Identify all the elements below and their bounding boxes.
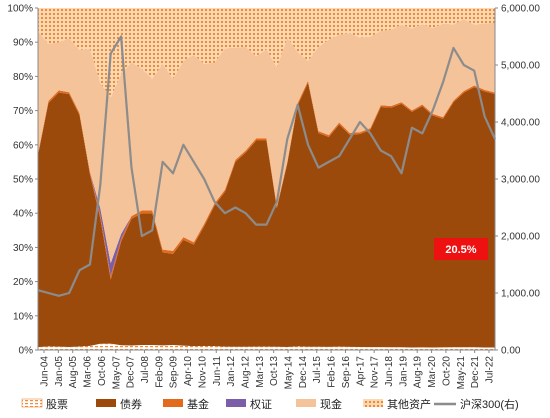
x-tick-label: Apr-17 [355,356,366,386]
x-tick-label: Dec-14 [298,356,309,389]
x-tick-label: Apr-10 [183,356,194,386]
y-left-tick-label: 30% [13,243,33,254]
y-right-tick-label: 2,000.00 [501,232,540,243]
x-tick-label: Dec-21 [470,356,481,389]
area-series-4 [38,19,495,264]
x-tick-label: Sep-09 [169,356,180,389]
y-left-tick-label: 10% [13,311,33,322]
y-right-tick-label: 0.00 [501,346,521,357]
y-right-tick-label: 4,000.00 [501,118,540,129]
x-tick-label: Nov-10 [197,356,208,389]
y-left-tick-label: 20% [13,277,33,288]
x-tick-label: Oct-20 [441,356,452,386]
x-tick-label: Jul-08 [140,356,151,384]
legend-label: 基金 [187,397,209,411]
x-tick-label: May-14 [284,356,295,390]
x-tick-label: Aug-12 [240,356,251,389]
legend-label: 沪深300(右) [460,397,519,411]
legend-label: 其他资产 [387,397,431,411]
x-tick-label: Jan-12 [226,356,237,387]
legend-swatch [226,399,246,407]
legend-swatch [21,398,43,408]
legend-swatch [296,399,316,407]
x-tick-label: Feb-09 [154,356,165,388]
area-series-5 [38,8,495,98]
x-tick-label: Jul-22 [485,356,496,384]
y-left-tick-label: 50% [13,175,33,186]
y-right-tick-label: 5,000.00 [501,61,540,72]
legend-swatch [96,399,116,407]
x-tick-label: Oct-06 [97,356,108,386]
area-series-0 [38,343,495,350]
axes: 0% 10% 20% 30% 40% 50% 60% 70% 80% 90% 100% 0.00 1,0… [7,4,540,390]
x-tick-label: Mar-13 [255,356,266,388]
legend-label: 现金 [320,397,342,411]
x-tick-label: Aug-05 [68,356,79,389]
x-tick-label: Feb-16 [327,356,338,388]
legend: 股票 债券 基金 权证 现金 其他资产 沪深300(右) [21,397,519,411]
x-tick-label: Jul-15 [312,356,323,384]
y-left-tick-label: 40% [13,209,33,220]
legend-label: 权证 [250,398,272,411]
y-right-tick-label: 3,000.00 [501,175,540,186]
y-right-tick-label: 6,000.00 [501,4,540,15]
annotation-layer: 20.5% [434,238,488,260]
x-tick-label: Jan-05 [54,356,65,387]
y-left-tick-label: 90% [13,38,33,49]
legend-label: 股票 [46,398,68,411]
plot-area [37,8,497,350]
y-left-tick-label: 100% [7,4,33,15]
y-left-tick-label: 70% [13,106,33,117]
x-tick-label: Jun-18 [384,356,395,387]
x-tick-label: May-07 [111,356,122,390]
y-left-tick-label: 80% [13,72,33,83]
x-tick-label: Jan-19 [398,356,409,387]
x-tick-label: Jun-04 [40,356,51,387]
x-tick-label: Mar-20 [427,356,438,388]
y-left-tick-label: 0% [19,346,34,357]
x-tick-label: Nov-17 [370,356,381,389]
x-tick-label: May-21 [456,356,467,390]
x-tick-label: Sep-16 [341,356,352,389]
x-tick-label: Oct-13 [269,356,280,386]
y-right-tick-label: 1,000.00 [501,289,540,300]
line-hs300 [37,35,497,297]
legend-label: 债券 [120,397,142,411]
legend-swatch [363,399,383,407]
x-tick-label: Dec-07 [126,356,137,389]
x-tick-label: Mar-06 [83,356,94,388]
annotation-box [434,238,488,260]
annotation-label: 20.5% [445,244,476,256]
y-left-tick-label: 60% [13,140,33,151]
legend-swatch [163,399,183,407]
x-tick-label: Aug-19 [413,356,424,389]
x-tick-label: Jun-11 [212,356,223,386]
